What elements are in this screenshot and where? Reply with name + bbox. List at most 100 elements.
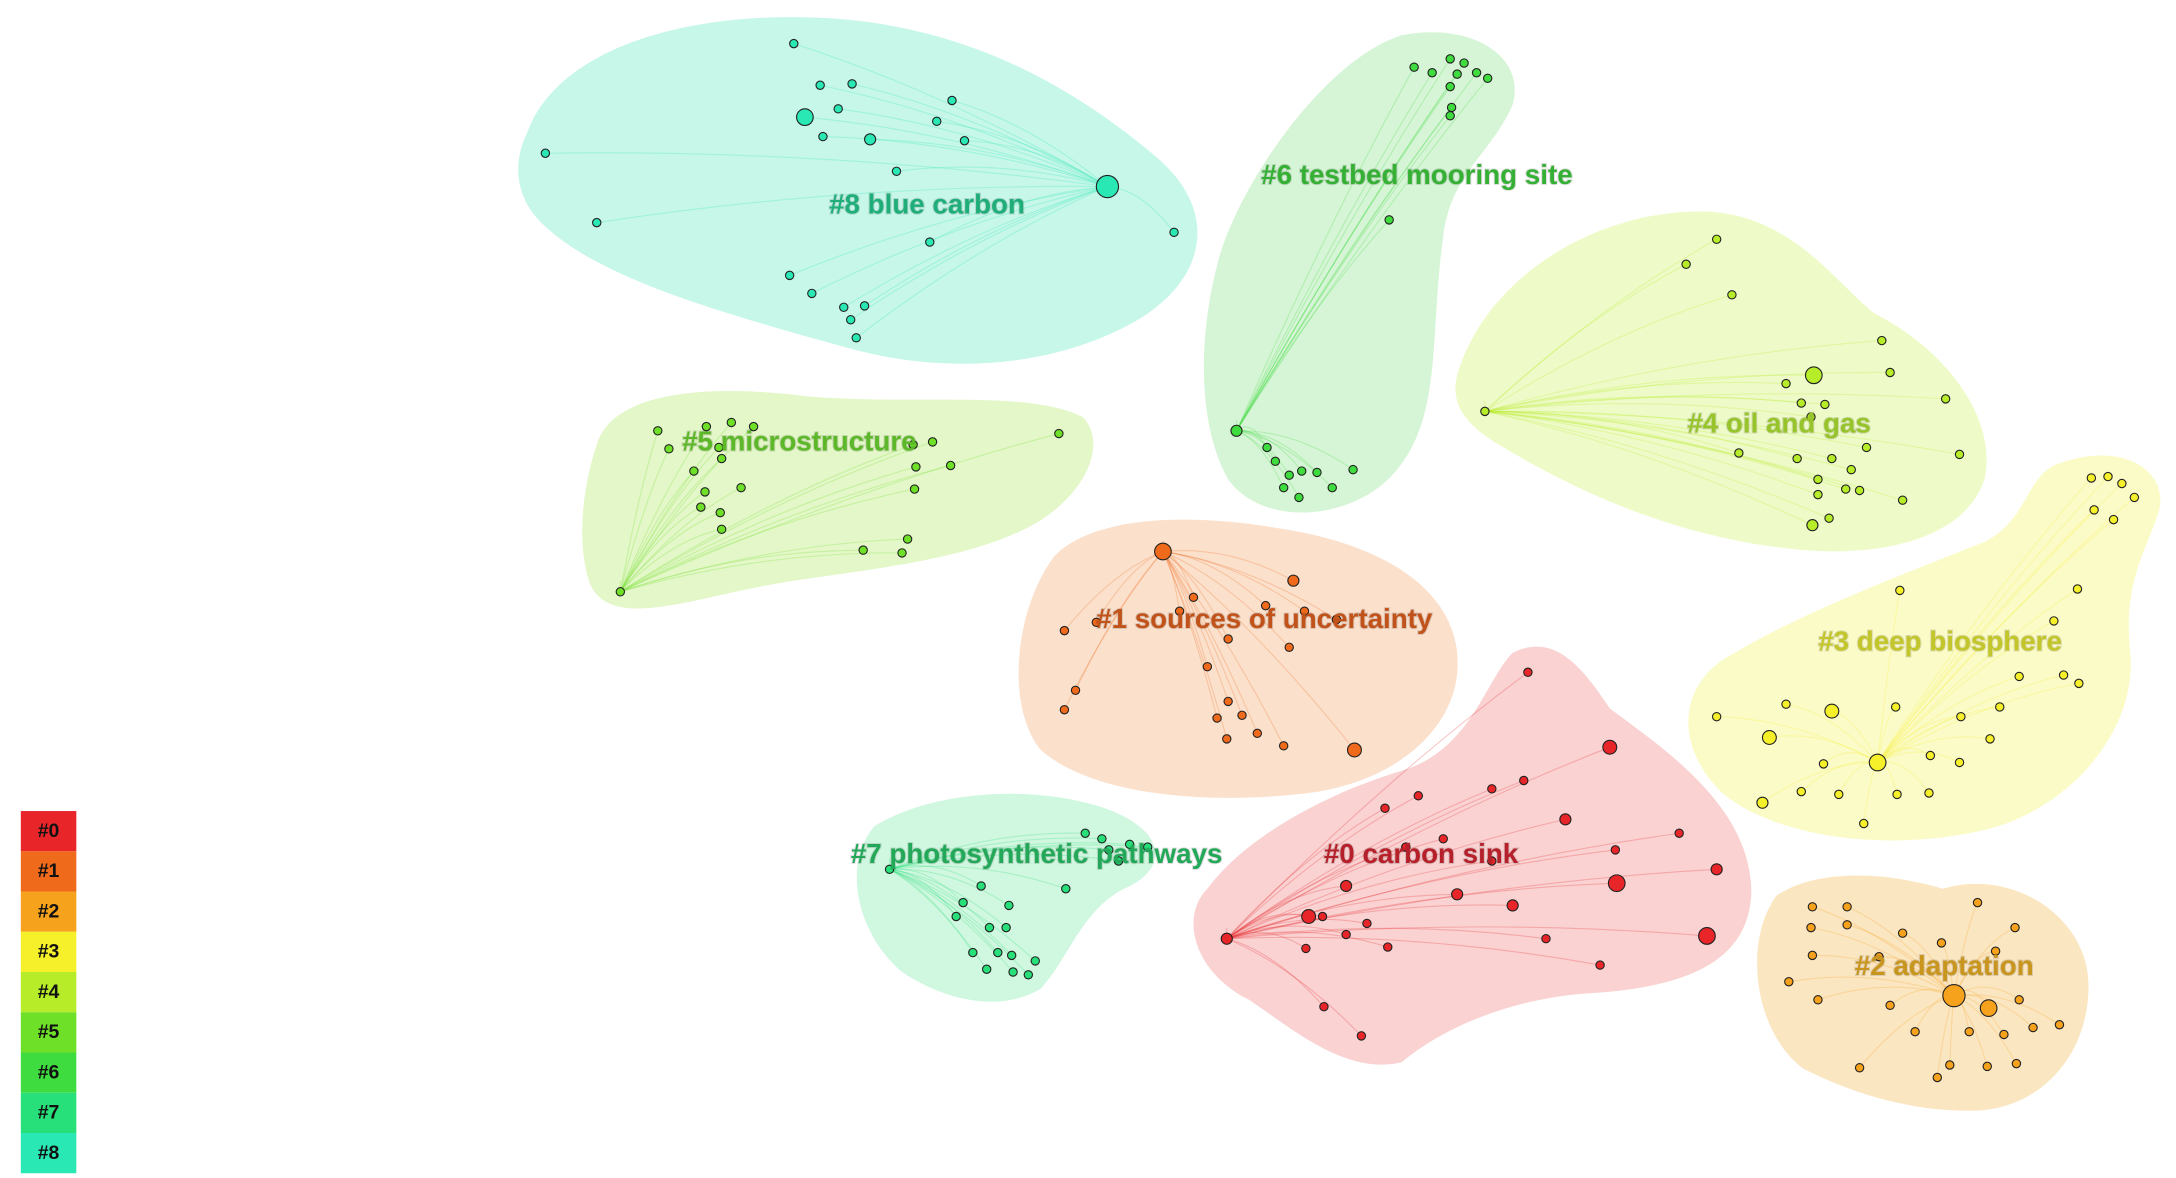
link	[619, 448, 670, 592]
node	[1154, 542, 1172, 561]
link	[1877, 477, 2092, 763]
node	[1401, 842, 1411, 852]
node	[700, 487, 710, 497]
link	[1162, 551, 1243, 716]
node	[1761, 729, 1777, 745]
link	[804, 116, 1108, 188]
node	[1842, 920, 1852, 930]
node	[1885, 367, 1895, 378]
legend-label: #1	[38, 860, 60, 882]
node	[1384, 215, 1394, 225]
link	[855, 186, 1108, 339]
node	[1895, 585, 1905, 596]
node	[1104, 845, 1114, 855]
link	[1226, 779, 1524, 940]
node	[653, 426, 663, 436]
node	[1054, 428, 1064, 439]
node	[1278, 482, 1289, 493]
link	[1226, 882, 1617, 940]
node	[1348, 464, 1358, 475]
node	[1356, 1031, 1367, 1041]
link	[1162, 550, 1267, 607]
node	[1807, 902, 1818, 912]
node	[1806, 922, 1816, 933]
link	[1877, 706, 2000, 763]
node	[1890, 702, 1901, 712]
link	[1226, 832, 1680, 940]
node	[1727, 290, 1737, 300]
link	[1877, 736, 1991, 763]
node	[1840, 484, 1851, 494]
link	[1812, 906, 1955, 997]
node	[1023, 970, 1034, 980]
node	[1854, 485, 1865, 496]
link	[1236, 77, 1489, 432]
node	[1169, 227, 1179, 238]
legend-label: #6	[38, 1061, 60, 1083]
node	[976, 881, 986, 891]
node	[1340, 879, 1353, 893]
node	[1999, 1029, 2009, 1040]
node	[1818, 759, 1829, 769]
link	[1162, 550, 1305, 612]
link	[1877, 496, 2135, 763]
node	[1452, 69, 1462, 79]
node	[2117, 478, 2127, 489]
legend-label: #3	[38, 941, 60, 963]
node	[847, 79, 857, 89]
cluster-label: #8 blue carbon	[829, 188, 1025, 219]
node	[1954, 449, 1965, 460]
node	[1827, 453, 1837, 464]
link	[1877, 590, 1901, 763]
node	[1222, 734, 1232, 744]
node	[2054, 1020, 2065, 1030]
legend-swatch	[20, 1092, 77, 1133]
link	[1236, 430, 1303, 472]
node	[1380, 803, 1390, 813]
link	[820, 84, 1108, 188]
link	[964, 140, 1108, 188]
node	[2011, 1058, 2022, 1069]
link	[843, 186, 1108, 308]
node	[1892, 789, 1902, 800]
link	[1226, 849, 1616, 940]
node	[1954, 757, 1965, 768]
link	[1226, 860, 1492, 940]
link	[1484, 403, 1812, 418]
link	[889, 846, 1109, 870]
link	[619, 528, 722, 593]
node	[1091, 617, 1102, 628]
node	[1095, 174, 1120, 199]
link	[1484, 410, 1830, 519]
link	[1226, 936, 1601, 966]
node	[1710, 863, 1723, 876]
link	[936, 120, 1108, 188]
node	[1519, 775, 1529, 786]
node	[1487, 784, 1497, 794]
link	[889, 865, 1066, 890]
link	[619, 491, 706, 593]
node	[1804, 366, 1823, 385]
link	[1484, 263, 1687, 412]
link	[1226, 918, 1368, 940]
link	[1484, 410, 1813, 526]
link	[1162, 551, 1208, 667]
link	[1075, 551, 1164, 691]
node	[1459, 58, 1469, 68]
link	[619, 426, 707, 592]
node	[1008, 967, 1018, 977]
link	[620, 466, 917, 593]
link	[889, 868, 999, 953]
node	[1070, 685, 1081, 696]
node	[1897, 928, 1908, 938]
link	[1226, 893, 1458, 940]
link	[620, 549, 864, 593]
node	[951, 911, 961, 922]
node	[1301, 943, 1311, 954]
link	[1162, 551, 1355, 751]
node	[1427, 68, 1437, 78]
link	[1484, 410, 1819, 496]
node	[1296, 466, 1307, 476]
link	[889, 868, 974, 953]
link	[1236, 107, 1453, 432]
